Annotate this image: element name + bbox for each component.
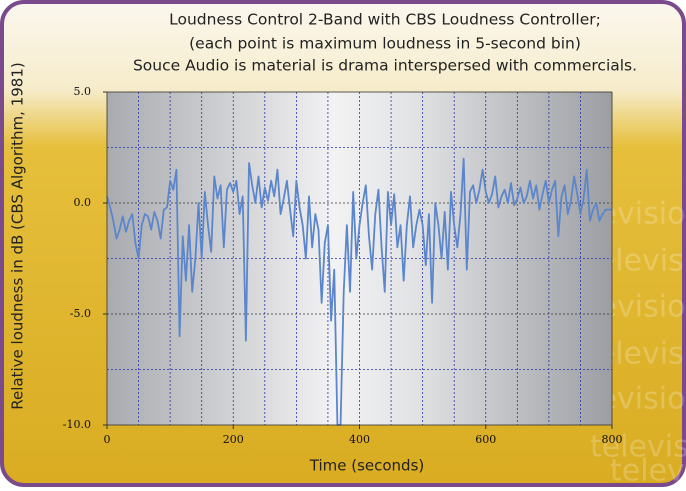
chart-title: (each point is maximum loudness in 5-sec… [189, 35, 581, 53]
chart-title: Souce Audio is material is drama intersp… [133, 57, 637, 75]
y-tick-label: 0.0 [74, 196, 92, 209]
y-tick-label: -10.0 [63, 418, 91, 431]
x-tick-label: 200 [223, 433, 244, 446]
x-tick-label: 800 [602, 433, 623, 446]
y-tick-label: 5.0 [74, 85, 92, 98]
y-tick-label: -5.0 [70, 307, 91, 320]
chart: televisiontelevisiontelevisiontelevision… [0, 0, 686, 487]
x-tick-label: 0 [104, 433, 111, 446]
x-tick-label: 600 [475, 433, 496, 446]
x-axis-label: Time (seconds) [309, 457, 425, 475]
y-axis-label: Relative loudness in dB (CBS Algorithm, … [9, 62, 27, 409]
x-tick-label: 400 [349, 433, 370, 446]
watermark: television [610, 454, 686, 488]
chart-title: Loudness Control 2-Band with CBS Loudnes… [169, 11, 601, 29]
